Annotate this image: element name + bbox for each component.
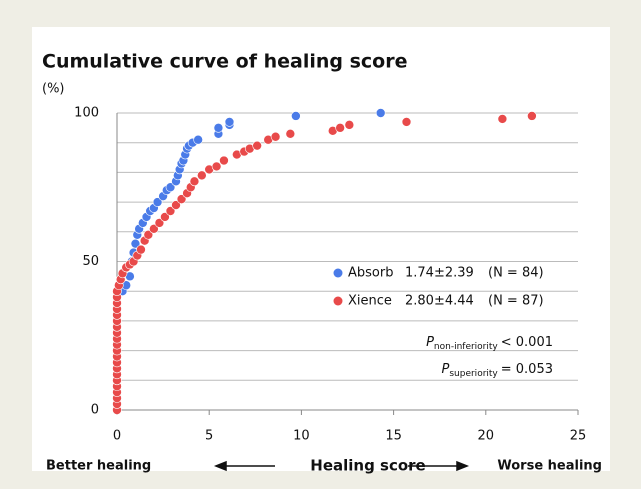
x-tick-label: 15 xyxy=(385,429,402,444)
annotation: Psuperiority = 0.053 xyxy=(442,362,554,379)
point xyxy=(160,212,170,222)
point xyxy=(165,206,176,216)
point xyxy=(193,134,203,145)
point xyxy=(165,182,176,193)
annotation-symbol: P xyxy=(442,362,450,377)
point xyxy=(375,108,386,118)
annotation-symbol: P xyxy=(426,335,434,350)
x-axis-title: Healing score xyxy=(310,457,425,475)
legend-label: Xience xyxy=(348,294,392,309)
point xyxy=(154,218,165,228)
point xyxy=(344,120,355,130)
y-tick-label: 50 xyxy=(82,254,99,269)
y-unit: (%) xyxy=(42,82,65,97)
annotation-subscript: superiority xyxy=(449,369,498,379)
point xyxy=(252,140,262,151)
x-right-label: Worse healing xyxy=(497,459,602,474)
legend-label: Absorb xyxy=(348,266,393,281)
point xyxy=(224,117,235,127)
point xyxy=(219,155,229,166)
point xyxy=(401,117,412,127)
x-tick-label: 20 xyxy=(478,429,495,444)
point xyxy=(143,229,154,240)
x-tick-label: 5 xyxy=(205,429,213,444)
legend-marker xyxy=(333,268,343,278)
legend-marker xyxy=(333,296,343,306)
point xyxy=(270,131,281,142)
panel xyxy=(32,27,610,471)
chart-title: Cumulative curve of healing score xyxy=(42,51,407,73)
point xyxy=(176,194,187,204)
legend-n: (N = 87) xyxy=(488,294,544,309)
x-tick-label: 10 xyxy=(293,429,310,444)
annotation: Pnon-inferiority < 0.001 xyxy=(426,335,553,352)
series xyxy=(112,111,537,415)
point xyxy=(285,128,296,139)
point xyxy=(527,111,537,121)
point xyxy=(197,170,207,181)
y-tick-label: 0 xyxy=(91,403,99,418)
point xyxy=(213,123,224,133)
point xyxy=(189,176,200,187)
point xyxy=(171,200,181,210)
x-left-label: Better healing xyxy=(46,459,151,474)
point xyxy=(211,161,222,172)
point xyxy=(335,123,345,133)
annotation-subscript: non-inferiority xyxy=(434,342,499,352)
point xyxy=(497,114,508,124)
legend-stat: 2.80±4.44 xyxy=(405,294,474,309)
point xyxy=(291,111,301,121)
annotation-text: = 0.053 xyxy=(501,362,553,377)
point xyxy=(149,224,159,234)
legend-n: (N = 84) xyxy=(488,266,544,281)
annotation-text: < 0.001 xyxy=(501,335,553,350)
point xyxy=(136,244,146,255)
y-tick-label: 100 xyxy=(74,106,99,121)
x-tick-label: 0 xyxy=(113,429,121,444)
x-tick-label: 25 xyxy=(570,429,587,444)
legend-stat: 1.74±2.39 xyxy=(405,266,474,281)
arrows xyxy=(213,460,470,472)
point xyxy=(152,197,163,207)
